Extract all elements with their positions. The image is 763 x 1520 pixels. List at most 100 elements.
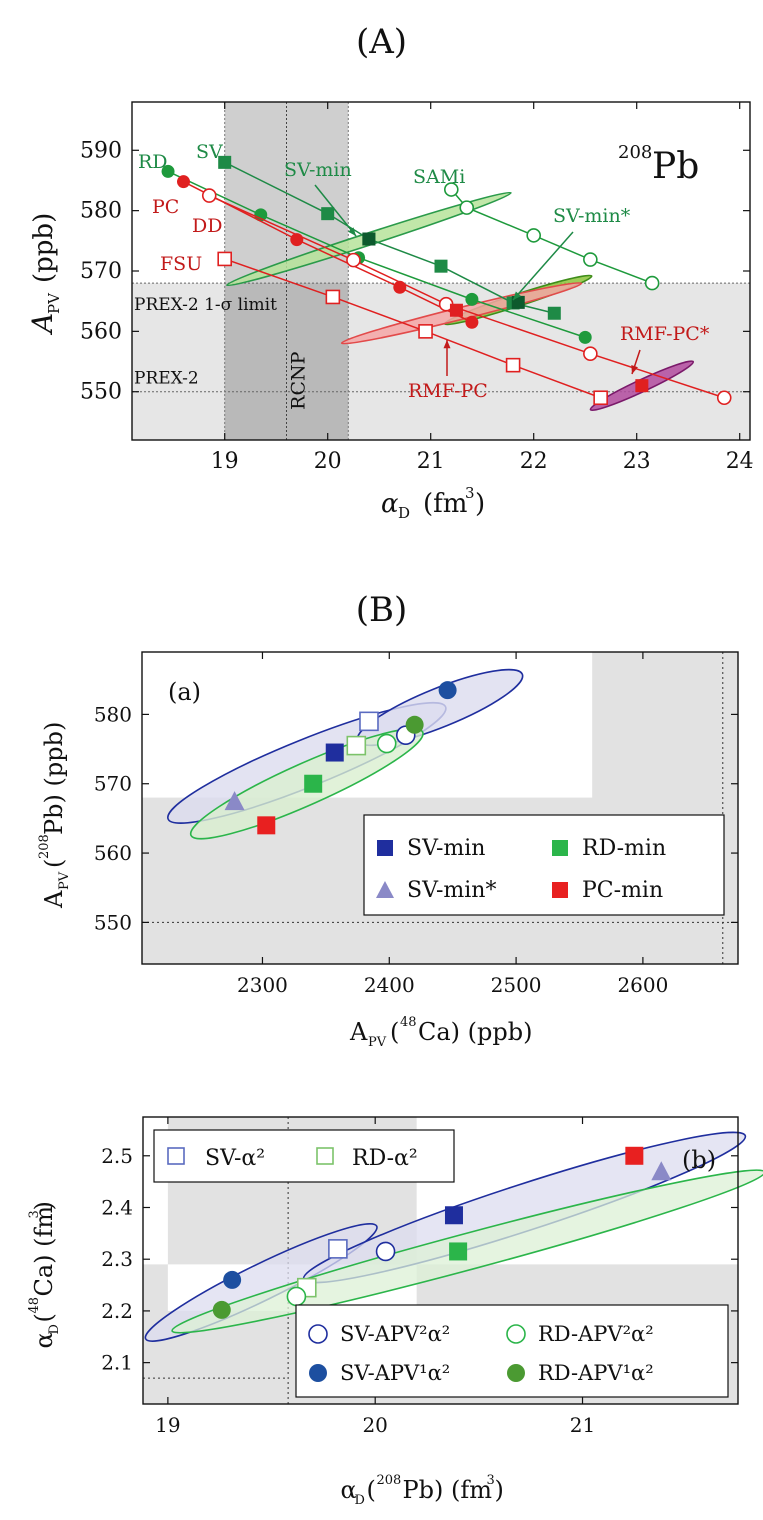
label-RD: RD (138, 151, 168, 173)
xlabel-sub: D (398, 504, 410, 522)
point-DD (583, 346, 598, 361)
subpanel-label-b: (b) (682, 1146, 716, 1174)
ylabel-sup: 48 (27, 1297, 42, 1314)
point-SV-α² (328, 1239, 348, 1259)
legend-marker (506, 1324, 526, 1344)
y-tick-label: 2.4 (101, 1195, 133, 1219)
point-RD (578, 330, 592, 344)
nucleus-mass: 208 (618, 142, 652, 163)
label-RMF-PC: RMF-PC (408, 380, 488, 402)
point-SV-APV²α² (375, 1241, 396, 1262)
y-tick-label: 560 (94, 841, 132, 865)
legend-item: SV-APV¹α² (340, 1361, 450, 1385)
point-FSU (418, 324, 433, 339)
point-SAMi (443, 182, 459, 197)
point-RD-min (filled) (449, 1242, 468, 1261)
x-tick-label: 2400 (364, 973, 415, 997)
point-SAMi (583, 252, 598, 267)
legend-marker (507, 1364, 525, 1382)
x-tick-label: 22 (520, 449, 548, 474)
ylabel-rest: Pb) (ppb) (40, 722, 68, 835)
point-SAMi (459, 200, 475, 215)
legend-item: RD-α² (352, 1146, 418, 1171)
legend-item: SV-min* (407, 878, 496, 903)
ylabel-unit: (ppb) (29, 213, 59, 283)
label-SV-min: SV-min (284, 159, 352, 181)
point-SV-APV¹α² (438, 681, 457, 700)
point-SV-min* (224, 791, 245, 811)
ylabel-sup2: 3 (27, 1210, 42, 1218)
plot-frame (142, 1116, 739, 1405)
legend-item: SV-APV²α² (340, 1322, 450, 1346)
point-PC (465, 315, 479, 329)
point-SV (321, 207, 335, 221)
ylabel-sub: PV (45, 292, 63, 314)
ylabel-alpha: α (30, 1332, 58, 1348)
panel-a-title: (A) (355, 22, 408, 62)
point-DD (201, 188, 217, 203)
label-SV-min*: SV-min* (553, 205, 631, 227)
legend-item: RD-min (582, 836, 666, 861)
point-SV (434, 259, 448, 273)
ylabel-rest: Ca) (fm (30, 1206, 58, 1297)
x-tick-label: 2300 (237, 973, 288, 997)
x-tick-label: 21 (570, 1413, 595, 1437)
y-tick-label: 2.3 (101, 1247, 133, 1271)
plot-frame (141, 651, 739, 965)
point-PC-min (257, 816, 276, 835)
label-SAMi: SAMi (413, 166, 465, 188)
legend-item: SV-min (407, 836, 485, 861)
x-tick-label: 20 (362, 1413, 387, 1437)
y-tick-label: 570 (94, 772, 132, 796)
label-SV: SV (196, 141, 223, 163)
arrow-rmf-pc-star-head (631, 365, 638, 374)
y-tick-label: 550 (94, 910, 132, 934)
point-SV (547, 306, 561, 320)
point-FSU (593, 390, 608, 406)
arrow-sv-min (314, 184, 357, 237)
arrow-sv-min-head (348, 227, 356, 236)
point-SV-min (filled) (444, 1206, 463, 1225)
y-tick-label: 570 (80, 259, 122, 284)
point-PC-min (filled) (625, 1146, 644, 1165)
point-SV-min* (511, 295, 525, 309)
xlabel-paren: ( (367, 1476, 376, 1504)
ylabel-a: A (40, 890, 68, 909)
x-tick-label: 19 (211, 449, 239, 474)
xlabel-alpha: α (341, 1476, 357, 1504)
legend-marker (309, 1364, 327, 1382)
xlabel-unit: (fm (423, 489, 467, 519)
point-SV (218, 155, 232, 169)
ylabel-paren: ( (40, 859, 68, 868)
legend-item: SV-α² (205, 1146, 265, 1171)
point-RD-APV²α² (286, 1286, 307, 1307)
ylabel-sub: D (47, 1324, 62, 1334)
legend-marker (552, 840, 568, 856)
xlabel-sup: 208 (377, 1473, 402, 1488)
y-tick-label: 590 (80, 138, 122, 163)
x-tick-label: 2500 (491, 973, 542, 997)
point-SV-min (325, 743, 344, 762)
y-tick-label: 2.5 (101, 1144, 133, 1168)
xlabel-rest: Pb) (fm (403, 1476, 493, 1504)
point-SV-APV¹α² (223, 1270, 242, 1289)
point-RD-APV¹α² (405, 715, 424, 734)
point-SV-α² (open) (359, 711, 379, 732)
xlabel-sup2: 3 (487, 1473, 495, 1488)
point-SAMi (644, 275, 660, 291)
y-tick-label: 2.2 (101, 1299, 133, 1323)
point-SV-min* (triangle) (651, 1161, 672, 1181)
x-tick-label: 24 (726, 449, 754, 474)
point-SAMi (526, 228, 542, 243)
subpanel-label-a: (a) (168, 678, 201, 706)
xlabel-alpha: α (381, 489, 399, 519)
xlabel-sub: D (355, 1493, 365, 1508)
label-RMF-PC*: RMF-PC* (620, 323, 710, 345)
x-tick-label: 19 (155, 1413, 180, 1437)
arrow-sv-min-star-head (513, 291, 522, 300)
label-FSU: FSU (160, 253, 202, 275)
legend-marker (167, 1147, 185, 1165)
legend-box (363, 814, 725, 916)
label-PC: PC (152, 196, 179, 218)
